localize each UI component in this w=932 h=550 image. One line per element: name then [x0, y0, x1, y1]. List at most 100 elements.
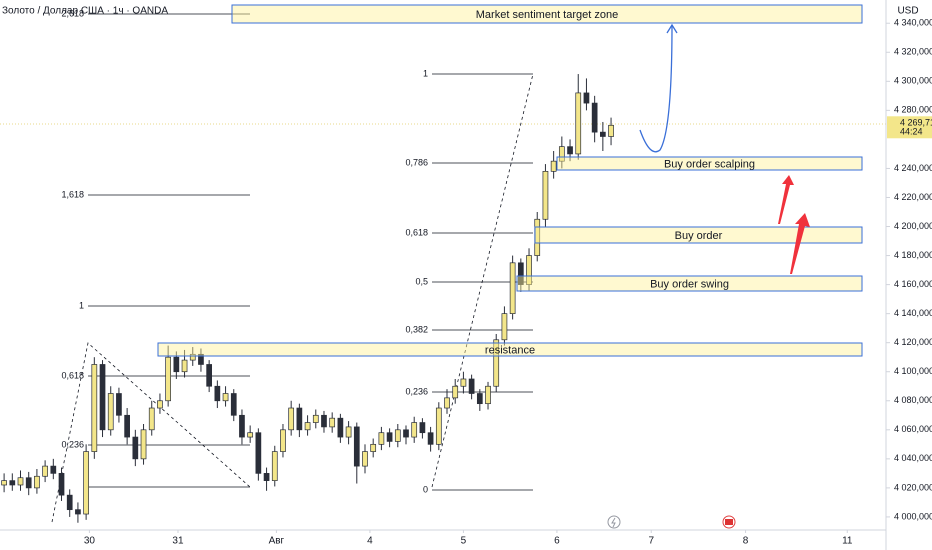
candle-body [304, 422, 311, 431]
x-tick-label: 31 [172, 536, 184, 547]
candle-body [517, 262, 524, 285]
candle-body [460, 378, 467, 387]
candle-body [468, 378, 475, 394]
candle-body [83, 451, 89, 515]
price-tag [887, 116, 932, 139]
fib-label: 0,786 [405, 157, 428, 167]
y-tick-label: 4 040,000 [894, 453, 932, 463]
y-tick-label: 4 160,000 [894, 279, 932, 289]
candle-body [526, 255, 532, 285]
candle-body [165, 356, 171, 402]
candle-body [124, 414, 130, 438]
candle-body [181, 359, 188, 373]
zone-label: Buy order swing [650, 278, 729, 290]
candle-body [271, 451, 278, 481]
red-arrow [790, 213, 810, 274]
zone-label: Buy order [675, 230, 723, 242]
candle-body [116, 393, 122, 416]
candle-body [189, 353, 196, 361]
candle-body [148, 407, 155, 431]
y-tick-label: 4 100,000 [894, 366, 932, 376]
y-tick-label: 4 000,000 [894, 511, 932, 521]
candle-body [329, 417, 336, 428]
candle-body [386, 432, 393, 442]
candle-body [411, 422, 418, 438]
trend-line [431, 73, 534, 488]
candle-body [362, 451, 368, 467]
countdown: 44:24 [900, 127, 923, 137]
candle-body [444, 397, 450, 409]
drawings: 1 0,786 0,618 0,5 0,382 0,236 0 2,618 1,618 1 0,61… [51, 8, 534, 523]
fib-label: 1 [423, 68, 428, 78]
candle-body [337, 417, 344, 438]
candle-body [427, 432, 434, 445]
zone [516, 275, 863, 292]
candle-body [280, 429, 286, 452]
chart-title: Золото / Доллар США · 1ч · OANDA [2, 6, 168, 17]
candle-body [394, 429, 401, 442]
candle-body [321, 414, 327, 428]
candle-body [263, 473, 270, 481]
candle-body [50, 465, 57, 474]
fib-label: 0 [423, 484, 428, 494]
y-tick-label: 4 140,000 [894, 308, 932, 318]
candle-body [312, 414, 319, 423]
candle-body [66, 494, 73, 511]
trend-line [51, 342, 251, 523]
fib-label: 0,236 [405, 386, 428, 396]
overlays: Market sentiment target zone Buy order sc… [157, 4, 863, 357]
y-tick-label: 4 180,000 [894, 250, 932, 260]
y-tick-label: 4 220,000 [894, 192, 932, 202]
fib-label: 0,618 [405, 227, 428, 237]
y-tick-label: 4 240,000 [894, 163, 932, 173]
fib-label: 0,618 [61, 370, 84, 380]
candle-body [140, 429, 147, 460]
candle-body [476, 393, 483, 405]
candle-body [575, 92, 582, 155]
event-icon[interactable] [607, 515, 621, 529]
candle-body [452, 385, 459, 399]
candle-body [1, 480, 7, 486]
candle-body [558, 146, 565, 162]
y-tick-label: 4 060,000 [894, 424, 932, 434]
y-tick-label: 4 300,000 [894, 76, 932, 86]
event-flag [725, 519, 733, 525]
zone-label: Buy order scalping [664, 158, 755, 170]
candle-body [296, 407, 303, 431]
x-tick-label: 11 [842, 536, 853, 547]
candle-body [25, 477, 32, 489]
forecast-arrow [639, 24, 673, 153]
candle-body [599, 131, 606, 137]
candle-body [542, 170, 549, 220]
candle-body [239, 414, 245, 438]
candle-body [567, 146, 573, 155]
candle-body [345, 426, 352, 438]
candle-body [132, 436, 139, 460]
y-tick-label: 4 320,000 [894, 47, 932, 57]
candle-body [509, 262, 516, 314]
candle-body [206, 364, 213, 387]
y-tick-label: 4 120,000 [894, 337, 932, 347]
y-tick-label: 4 340,000 [894, 18, 932, 28]
candle-body [353, 426, 360, 467]
candle-body [370, 443, 377, 452]
candle-body [58, 473, 65, 496]
zone-label: Market sentiment target zone [476, 9, 618, 21]
candle-body [485, 385, 491, 405]
x-tick-label: 6 [554, 536, 560, 547]
candle-body [157, 400, 163, 409]
fib-label: 0,5 [415, 276, 428, 286]
candle-body [91, 364, 98, 452]
fib-label: 0,382 [405, 324, 428, 334]
y-tick-label: 4 280,000 [894, 105, 932, 115]
fib-label: 1 [79, 300, 84, 310]
y-tick-label: 4 200,000 [894, 221, 932, 231]
candle-body [247, 432, 254, 438]
x-tick-label: Авг [269, 536, 285, 547]
candles [1, 74, 614, 523]
candle-body [255, 432, 262, 474]
candle-body [107, 393, 114, 431]
zone-label: resistance [485, 344, 535, 356]
